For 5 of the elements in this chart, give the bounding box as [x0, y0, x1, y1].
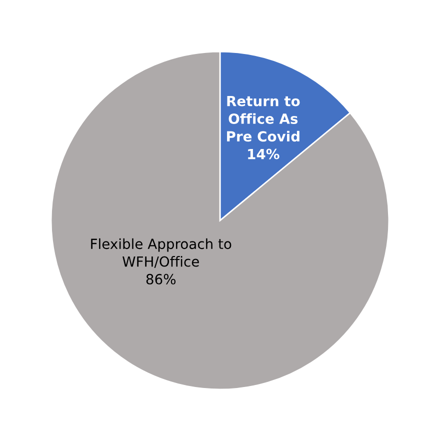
slice-label: Return to Office As Pre Covid: [227, 96, 300, 142]
data-label: 14%: [248, 148, 280, 160]
pie-slice: [50, 50, 390, 390]
data-label: 86%: [146, 274, 176, 284]
slice-label: Flexible Approach to WFH/Office: [91, 238, 232, 268]
